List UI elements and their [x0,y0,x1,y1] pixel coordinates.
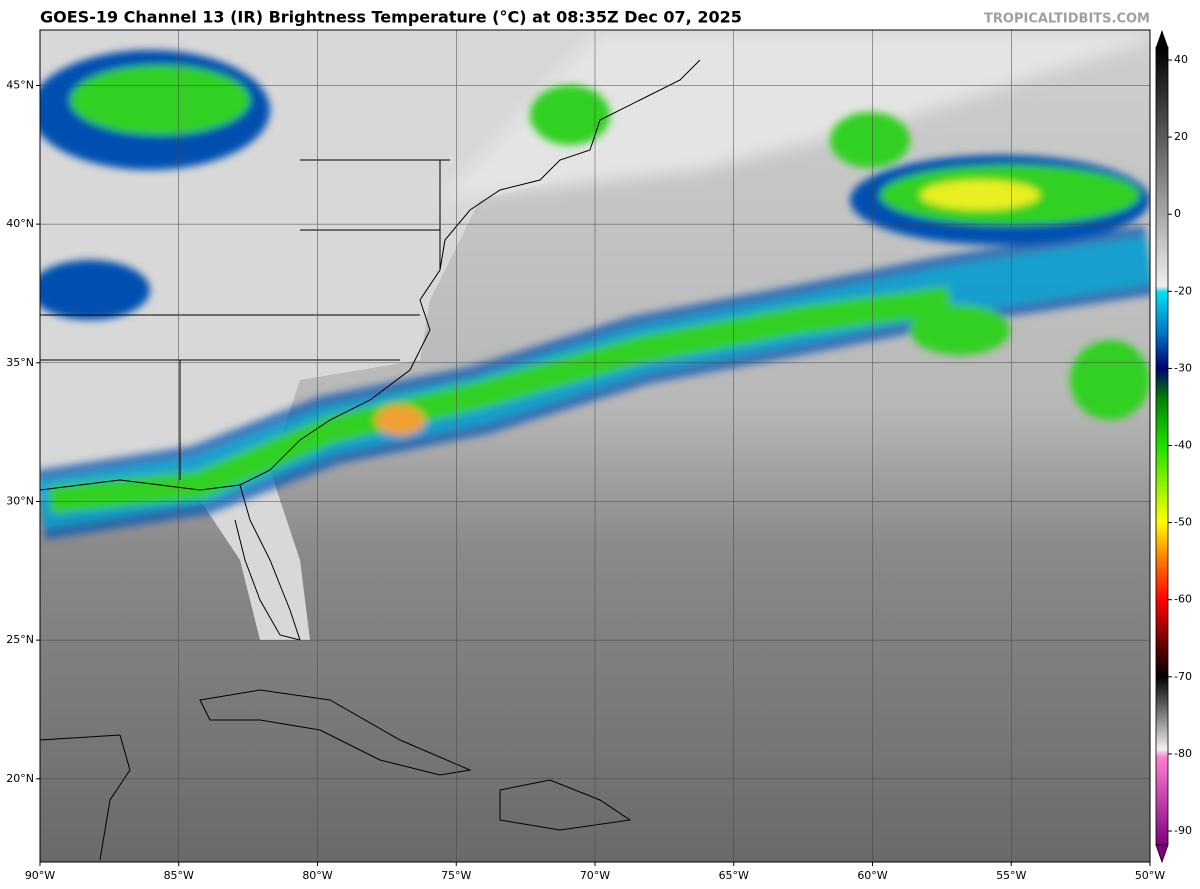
map-title: GOES-19 Channel 13 (IR) Brightness Tempe… [40,8,742,27]
lon-tick-label: 90°W [25,869,55,882]
colorbar-tick-label: 40 [1174,53,1188,66]
lat-tick-label: 45°N [6,78,34,91]
lat-tick-label: 40°N [6,217,34,230]
colorbar-top-arrow [1156,30,1168,47]
colorbar-tick-label: -20 [1174,284,1192,297]
colorbar-bottom-arrow [1155,844,1169,864]
lat-tick-label: 20°N [6,772,34,785]
satellite-imagery [40,30,1150,862]
high-cloud-north [440,30,1150,200]
lat-tick-label: 35°N [6,356,34,369]
colorbar [1155,30,1169,864]
colorbar-tick-label: -40 [1174,439,1192,452]
lon-tick-label: 75°W [441,869,471,882]
lon-tick-label: 85°W [164,869,194,882]
coastlines [40,59,701,861]
graticule [39,30,1151,862]
lon-tick-label: 80°W [302,869,332,882]
colorbar-tick-label: -70 [1174,670,1192,683]
colorbar-tick-label: -60 [1174,593,1192,606]
watermark: TROPICALTIDBITS.COM [984,12,1150,27]
colorbar-scale [1155,46,1169,846]
lon-tick-label: 55°W [996,869,1026,882]
lon-tick-label: 65°W [719,869,749,882]
colorbar-tick-label: 0 [1174,207,1181,220]
lon-tick-label: 50°W [1135,869,1165,882]
lon-tick-label: 70°W [580,869,610,882]
colorbar-tick-label: -80 [1174,747,1192,760]
colorbar-tick-label: -90 [1174,824,1192,837]
colorbar-tick-label: 20 [1174,130,1188,143]
colorbar-tick-label: -50 [1174,516,1192,529]
lon-tick-label: 60°W [857,869,887,882]
colorbar-tick-label: -30 [1174,361,1192,374]
lat-tick-label: 30°N [6,494,34,507]
cloud-band [40,50,1150,540]
lat-tick-label: 25°N [6,633,34,646]
